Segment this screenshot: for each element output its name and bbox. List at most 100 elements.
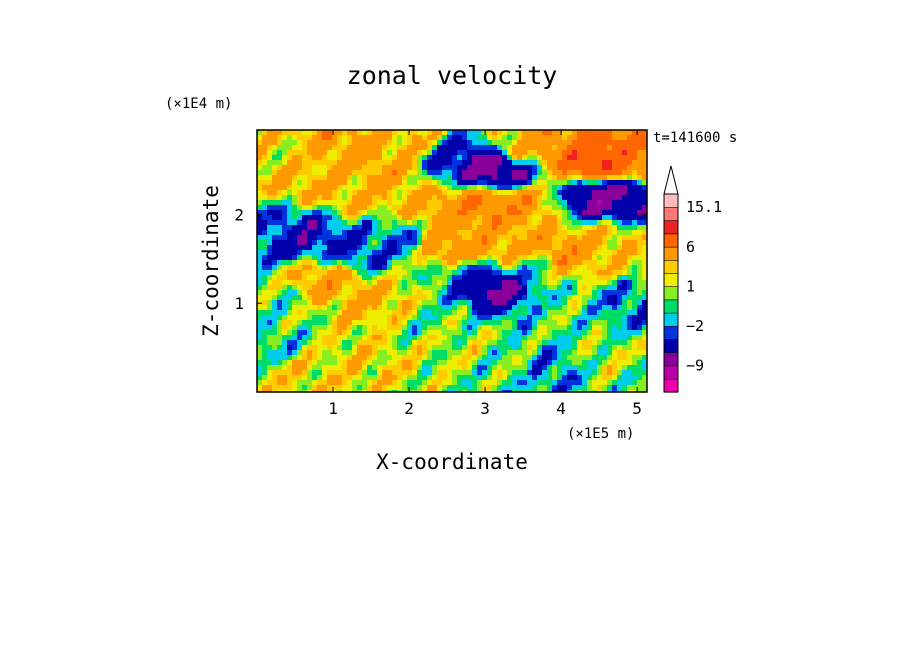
contour-cell	[352, 380, 358, 386]
contour-cell	[327, 390, 333, 392]
contour-cell	[297, 150, 303, 156]
contour-cell	[322, 390, 328, 392]
contour-cell	[317, 270, 323, 276]
contour-cell	[397, 365, 403, 371]
contour-cell	[322, 380, 328, 386]
contour-cell	[457, 365, 463, 371]
contour-cell	[612, 280, 618, 286]
contour-cell	[447, 260, 453, 266]
contour-cell	[437, 185, 443, 191]
contour-cell	[567, 360, 573, 366]
contour-cell	[617, 375, 623, 381]
contour-cell	[427, 290, 433, 296]
contour-cell	[567, 305, 573, 311]
contour-cell	[512, 280, 518, 286]
contour-cell	[487, 195, 493, 201]
contour-cell	[382, 265, 388, 271]
contour-cell	[457, 360, 463, 366]
contour-cell	[477, 180, 483, 186]
contour-cell	[352, 260, 358, 266]
contour-cell	[377, 345, 383, 351]
contour-cell	[607, 170, 613, 176]
contour-cell	[452, 240, 458, 246]
contour-cell	[567, 145, 573, 151]
contour-cell	[582, 240, 588, 246]
contour-cell	[582, 250, 588, 256]
contour-cell	[477, 280, 483, 286]
contour-cell	[567, 350, 573, 356]
contour-cell	[577, 380, 583, 386]
contour-cell	[617, 330, 623, 336]
contour-cell	[627, 145, 633, 151]
contour-cell	[532, 135, 538, 141]
contour-cell	[437, 320, 443, 326]
contour-cell	[362, 135, 368, 141]
contour-cell	[602, 350, 608, 356]
contour-cell	[427, 260, 433, 266]
contour-cell	[322, 175, 328, 181]
contour-cell	[277, 130, 283, 136]
contour-cell	[562, 360, 568, 366]
contour-cell	[447, 300, 453, 306]
contour-cell	[322, 355, 328, 361]
contour-cell	[622, 305, 628, 311]
contour-cell	[337, 240, 343, 246]
contour-cell	[492, 215, 498, 221]
contour-cell	[307, 210, 313, 216]
contour-cell	[442, 380, 448, 386]
contour-cell	[492, 375, 498, 381]
contour-cell	[312, 375, 318, 381]
contour-cell	[572, 220, 578, 226]
contour-cell	[477, 375, 483, 381]
contour-cell	[432, 260, 438, 266]
contour-cell	[397, 330, 403, 336]
contour-cell	[442, 170, 448, 176]
contour-cell	[287, 255, 293, 261]
contour-cell	[302, 390, 308, 392]
contour-cell	[447, 280, 453, 286]
contour-cell	[437, 295, 443, 301]
contour-cell	[632, 240, 638, 246]
contour-cell	[337, 320, 343, 326]
contour-cell	[287, 200, 293, 206]
contour-cell	[307, 295, 313, 301]
contour-cell	[517, 325, 523, 331]
contour-cell	[572, 340, 578, 346]
contour-cell	[267, 195, 273, 201]
contour-cell	[317, 300, 323, 306]
contour-cell	[377, 390, 383, 392]
contour-cell	[467, 150, 473, 156]
contour-cell	[432, 340, 438, 346]
contour-cell	[362, 370, 368, 376]
contour-cell	[527, 270, 533, 276]
contour-cell	[267, 130, 273, 136]
contour-cell	[587, 300, 593, 306]
contour-cell	[312, 355, 318, 361]
contour-cell	[377, 255, 383, 261]
contour-cell	[427, 150, 433, 156]
contour-cell	[512, 300, 518, 306]
contour-cell	[277, 350, 283, 356]
contour-cell	[387, 360, 393, 366]
contour-cell	[507, 310, 513, 316]
contour-cell	[362, 250, 368, 256]
contour-cell	[462, 310, 468, 316]
contour-cell	[472, 265, 478, 271]
contour-cell	[452, 285, 458, 291]
contour-cell	[417, 315, 423, 321]
contour-cell	[322, 365, 328, 371]
contour-cell	[432, 190, 438, 196]
contour-cell	[332, 340, 338, 346]
contour-cell	[257, 155, 263, 161]
contour-cell	[267, 220, 273, 226]
contour-cell	[552, 275, 558, 281]
contour-cell	[497, 345, 503, 351]
contour-cell	[402, 215, 408, 221]
contour-cell	[347, 250, 353, 256]
contour-cell	[322, 290, 328, 296]
contour-cell	[612, 235, 618, 241]
contour-cell	[262, 275, 268, 281]
contour-cell	[472, 150, 478, 156]
contour-cell	[567, 325, 573, 331]
contour-cell	[517, 175, 523, 181]
